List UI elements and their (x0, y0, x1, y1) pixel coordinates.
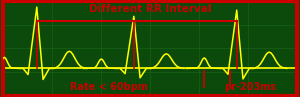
Text: pr-203ms: pr-203ms (224, 82, 276, 92)
Text: Rate < 60bpm: Rate < 60bpm (70, 82, 148, 92)
Text: Different RR Interval: Different RR Interval (89, 4, 211, 14)
